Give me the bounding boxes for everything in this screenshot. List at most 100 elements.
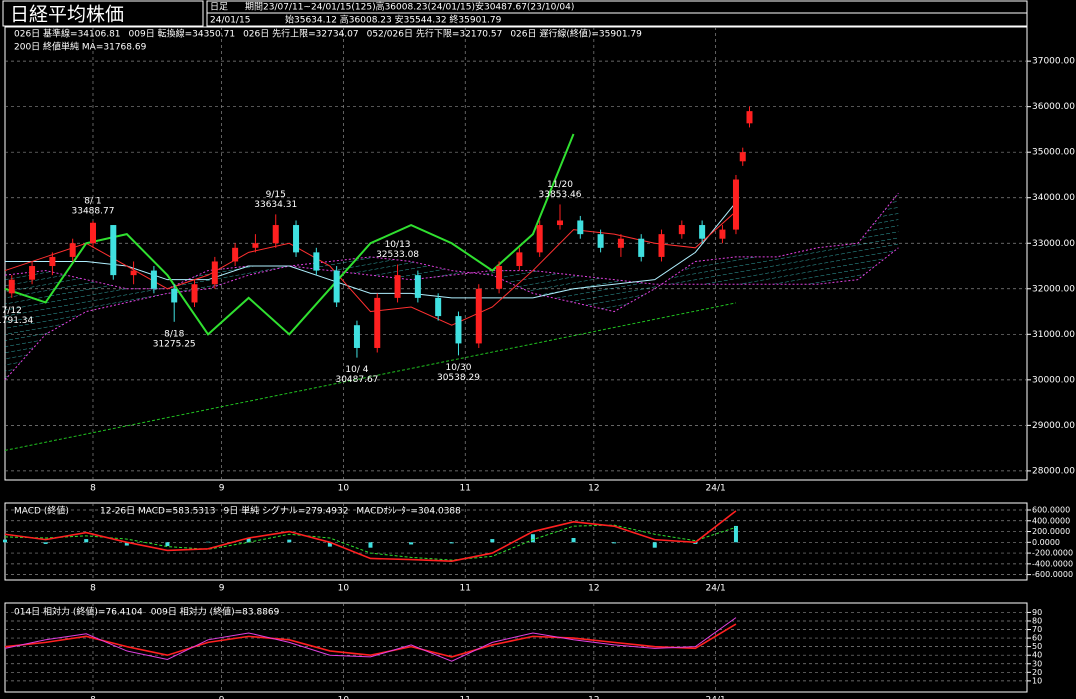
- x-tick-label: 8: [90, 484, 96, 494]
- candle-body: [739, 152, 746, 162]
- histogram-bar: [530, 534, 535, 543]
- rsi-line: [4, 617, 737, 662]
- moving-average: [4, 302, 737, 451]
- tenkan-line: [4, 211, 737, 326]
- legend-entry: MACDｵｼﾚｰﾀｰ=304.0388: [356, 506, 461, 517]
- legend-entry: 026日 先行上限=32734.07: [243, 28, 359, 40]
- main-panel: [4, 26, 1028, 481]
- y-tick-label: 33000.00: [1032, 239, 1075, 249]
- y-tick-label: 31000.00: [1032, 330, 1075, 340]
- x-tick-label: 9: [219, 584, 225, 594]
- histogram-bar: [409, 542, 414, 545]
- y-tick-label: 32000.00: [1032, 284, 1075, 294]
- histogram-bar: [571, 538, 576, 543]
- annotation-date: 8/18: [164, 329, 184, 339]
- x-tick-label: 10: [338, 696, 350, 699]
- macd-line: [4, 510, 737, 562]
- candle-body: [211, 261, 218, 285]
- candle-body: [556, 220, 563, 226]
- candle-body: [232, 247, 239, 262]
- legend-entry: 026日 遅行線(終値)=35901.79: [510, 28, 642, 40]
- histogram-bar: [206, 541, 211, 543]
- candle-body: [49, 256, 56, 267]
- candle-body: [435, 297, 442, 317]
- histogram-bar: [43, 542, 48, 544]
- legend-entry: 009日 相対力 (終値)=83.8869: [151, 606, 280, 618]
- candle-body: [732, 179, 739, 230]
- annotation-value: 32533.08: [376, 250, 419, 260]
- candle-body: [496, 266, 503, 289]
- histogram-bar: [327, 542, 332, 547]
- y-tick-label: 40: [1032, 651, 1042, 660]
- legend-entry: 052/026日 先行下限=32170.57: [367, 28, 503, 40]
- y-tick-label: 36000.00: [1032, 102, 1075, 112]
- annotation-date: 10/13: [385, 240, 411, 250]
- candle-body: [577, 220, 584, 235]
- candle-body: [333, 270, 340, 303]
- x-tick-label: 10: [338, 584, 350, 594]
- histogram-bar: [693, 542, 698, 544]
- annotation-value: 31275.25: [153, 339, 196, 349]
- y-tick-label: 20: [1032, 668, 1042, 677]
- y-tick-label: -400.0000: [1032, 559, 1073, 568]
- histogram-bar: [124, 542, 129, 546]
- annotation-value: 30487.67: [335, 375, 378, 385]
- x-tick-label: 11: [460, 484, 471, 494]
- y-tick-label: 37000.00: [1032, 57, 1075, 67]
- candle-body: [536, 225, 543, 253]
- candle-body: [699, 225, 706, 239]
- candle-body: [719, 229, 726, 239]
- candle-body: [191, 284, 198, 303]
- candle-body: [516, 252, 523, 267]
- candle-body: [394, 275, 401, 298]
- x-tick-label: 12: [588, 584, 599, 594]
- y-tick-label: 29000.00: [1032, 421, 1075, 431]
- legend-entry: 12-26日 MACD=583.5313: [100, 506, 215, 517]
- x-tick-label: 9: [219, 484, 225, 494]
- x-tick-label: 8: [90, 696, 96, 699]
- macd-title: MACD (終値): [14, 505, 69, 517]
- legend-entry: 009日 転換線=34350.71: [129, 28, 236, 40]
- candle-body: [414, 275, 421, 298]
- x-tick-label: 11: [460, 696, 471, 699]
- legend-entry: 026日 基準線=34106.81: [14, 28, 121, 40]
- period: 期間23/07/11~24/01/15(125)高36008.23(24/01/…: [245, 1, 574, 13]
- candle-body: [313, 252, 320, 271]
- y-tick-label: 28000.00: [1032, 466, 1075, 476]
- x-tick-label: 24/1: [706, 696, 726, 699]
- candle-body: [171, 288, 178, 303]
- candle-body: [617, 238, 624, 248]
- y-tick-label: 90: [1032, 608, 1042, 617]
- annotation-date: 10/30: [446, 363, 472, 373]
- annotation-date: 11/20: [547, 180, 573, 190]
- x-tick-label: 24/1: [706, 584, 726, 594]
- candle-body: [110, 225, 117, 276]
- candle-body: [130, 270, 137, 276]
- x-tick-label: 8: [90, 584, 96, 594]
- x-tick-label: 12: [588, 696, 599, 699]
- y-tick-label: -200.0000: [1032, 549, 1073, 558]
- candle-body: [374, 297, 381, 348]
- candle-body: [658, 234, 665, 257]
- histogram-bar: [84, 539, 89, 543]
- candle-body: [638, 238, 645, 257]
- candle-body: [8, 279, 15, 294]
- candle-body: [252, 243, 259, 248]
- y-tick-label: 35000.00: [1032, 148, 1075, 158]
- histogram-bar: [733, 525, 738, 543]
- annotation-value: 33634.31: [254, 200, 297, 210]
- candle-body: [353, 325, 360, 348]
- senkou-b: [4, 247, 899, 290]
- annotation-date: 9/15: [266, 190, 286, 200]
- histogram-bar: [246, 538, 251, 543]
- period-type: 日足: [210, 2, 228, 13]
- candle-body: [69, 243, 76, 257]
- annotation-value: 31791.34: [0, 316, 34, 326]
- histogram-bar: [490, 539, 495, 543]
- histogram-bar: [287, 539, 292, 543]
- annotation-value: 30538.29: [437, 373, 480, 383]
- senkou-a: [4, 192, 899, 381]
- y-tick-label: -600.0000: [1032, 570, 1073, 579]
- cloud: [5, 193, 899, 380]
